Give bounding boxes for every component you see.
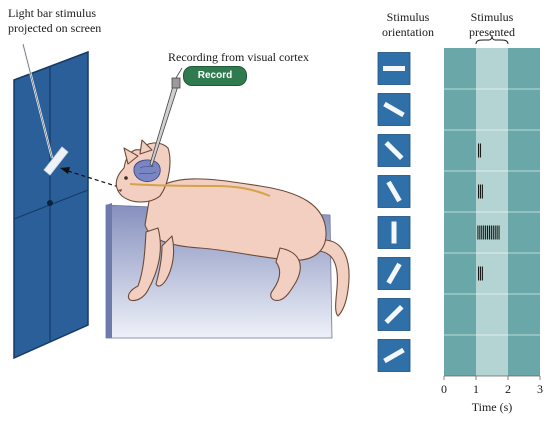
orientation-tile bbox=[377, 134, 411, 167]
oriented-bar bbox=[384, 140, 404, 161]
orientation-tile bbox=[377, 93, 411, 126]
stimulus-note-line1: Light bar stimulus bbox=[8, 6, 96, 20]
raster-panel bbox=[444, 48, 540, 376]
oriented-bar bbox=[383, 101, 405, 118]
oriented-bar bbox=[383, 66, 405, 71]
time-axis bbox=[443, 375, 541, 380]
recording-electrode bbox=[149, 67, 183, 167]
light-bar-stimulus bbox=[43, 146, 69, 176]
orientation-header-line2: orientation bbox=[382, 25, 434, 39]
orientation-tile bbox=[377, 52, 411, 85]
time-tick-3: 3 bbox=[537, 382, 543, 396]
time-tick-0: 0 bbox=[441, 382, 447, 396]
recording-title: Recording from visual cortex bbox=[168, 50, 309, 64]
cat-illustration bbox=[115, 139, 350, 317]
presented-header-line2: presented bbox=[469, 25, 515, 39]
oriented-bar bbox=[383, 347, 405, 364]
stimulus-brace bbox=[475, 35, 509, 45]
stimulus-note-line2: projected on screen bbox=[8, 21, 102, 35]
orientation-tile bbox=[377, 216, 411, 249]
time-tick-1: 1 bbox=[473, 382, 479, 396]
visual-pathway bbox=[129, 183, 271, 197]
orientation-tile-stack bbox=[377, 52, 411, 372]
orientation-tile bbox=[377, 257, 411, 290]
orientation-tile bbox=[377, 298, 411, 331]
oriented-bar bbox=[386, 262, 402, 285]
oriented-bar bbox=[391, 221, 397, 244]
gaze-line bbox=[67, 170, 123, 189]
orientation-tile bbox=[377, 175, 411, 208]
record-button[interactable]: Record bbox=[183, 66, 247, 86]
oriented-bar bbox=[384, 304, 404, 325]
presented-header-line1: Stimulus bbox=[470, 10, 514, 24]
time-tick-2: 2 bbox=[505, 382, 511, 396]
orientation-header-line1: Stimulus bbox=[386, 10, 430, 24]
brain-icon bbox=[133, 159, 161, 183]
orientation-tile bbox=[377, 339, 411, 372]
time-axis-label: Time (s) bbox=[471, 400, 513, 414]
projection-screen bbox=[13, 50, 89, 360]
oriented-bar bbox=[386, 180, 402, 203]
